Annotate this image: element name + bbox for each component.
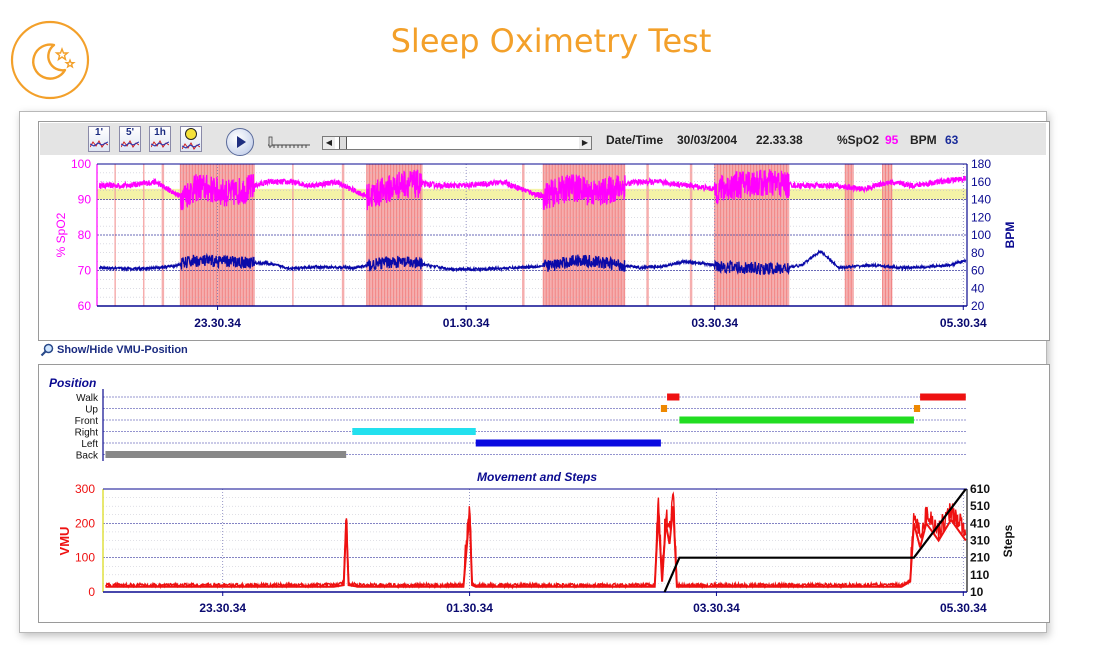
bpm-label: BPM: [910, 133, 937, 147]
scroll-left-icon[interactable]: ◀: [323, 137, 335, 149]
position-segment: [679, 416, 914, 424]
steps-axis-title: Steps: [1001, 524, 1015, 557]
movement-title: Movement and Steps: [477, 470, 597, 484]
toggle-vmu-position-link[interactable]: Show/Hide VMU-Position: [40, 343, 188, 357]
steps-tick-label: 110: [970, 568, 990, 582]
position-segment: [352, 428, 476, 435]
movement-x-tick-label: 05.30.34: [940, 601, 987, 615]
steps-tick-label: 610: [970, 482, 990, 496]
vmu-series-line: [105, 506, 967, 588]
position-segment: [105, 451, 347, 458]
x-tick-label: 23.30.34: [194, 316, 241, 330]
timeline-scrollbar[interactable]: ◀ ▶: [322, 136, 592, 150]
bpm-tick-label: 80: [971, 246, 985, 260]
bpm-series-line: [98, 249, 967, 276]
position-category-label: Walk: [76, 393, 99, 404]
position-category-label: Left: [81, 439, 98, 450]
position-segment: [660, 405, 668, 412]
vmu-axis-title: VMU: [57, 527, 72, 556]
oximetry-panel: 1' 5' 1h ◀ ▶ Date/Time 30/03/: [38, 121, 1050, 341]
magnifier-icon: [40, 343, 54, 357]
wave-icon: [121, 139, 139, 148]
position-category-label: Right: [75, 428, 99, 439]
wave-icon: [182, 141, 200, 150]
bpm-tick-label: 20: [971, 299, 985, 313]
playback-toolbar: 1' 5' 1h ◀ ▶ Date/Time 30/03/: [40, 123, 1046, 156]
wave-icon: [90, 139, 108, 148]
position-category-label: Front: [75, 416, 99, 427]
bpm-tick-label: 120: [971, 210, 991, 224]
time-value: 22.33.38: [756, 133, 803, 147]
bpm-tick-label: 140: [971, 193, 991, 207]
spo2-series-line: [98, 169, 967, 211]
steps-tick-label: 10: [970, 585, 984, 599]
position-category-label: Back: [76, 451, 99, 462]
vmu-tick-label: 0: [88, 585, 95, 599]
x-tick-label: 03.30.34: [691, 316, 738, 330]
steps-tick-label: 410: [970, 516, 990, 530]
speed-slider[interactable]: [266, 136, 312, 149]
wave-icon: [151, 139, 169, 148]
movement-x-tick-label: 01.30.34: [446, 601, 493, 615]
bpm-value: 63: [945, 133, 959, 147]
zoom-1min-button[interactable]: 1': [88, 126, 110, 152]
x-tick-label: 01.30.34: [443, 316, 490, 330]
vmu-panel: Position Walk Up Front Right Left Back Movement…: [38, 364, 1050, 623]
movement-x-tick-label: 03.30.34: [693, 601, 740, 615]
bpm-tick-label: 180: [971, 157, 991, 171]
oximetry-chart: 100 90 80 70 60 180 160 140 120 100 80 60 40 20 23.30.…: [54, 157, 1017, 330]
scroll-right-icon[interactable]: ▶: [579, 137, 591, 149]
scroll-thumb[interactable]: [339, 137, 347, 149]
zoom-5min-label: 5': [126, 127, 134, 138]
vmu-tick-label: 100: [75, 551, 95, 565]
spo2-tick-label: 90: [78, 193, 92, 207]
spo2-value: 95: [885, 133, 899, 147]
desaturation-band: [161, 164, 165, 306]
datetime-label: Date/Time: [606, 133, 664, 147]
zoom-5min-button[interactable]: 5': [119, 126, 141, 152]
steps-tick-label: 210: [970, 551, 990, 565]
position-segment: [667, 393, 680, 401]
position-category-label: Up: [85, 405, 98, 416]
bpm-tick-label: 160: [971, 175, 991, 189]
bpm-tick-label: 60: [971, 264, 985, 278]
spo2-label: %SpO2: [837, 133, 880, 147]
bpm-tick-label: 40: [971, 281, 985, 295]
spo2-tick-label: 60: [78, 299, 92, 313]
steps-tick-label: 310: [970, 534, 990, 548]
desaturation-band: [845, 164, 854, 306]
steps-series-line: [663, 488, 967, 593]
bpm-axis-title: BPM: [1003, 222, 1017, 249]
vmu-tick-label: 200: [75, 516, 95, 530]
zoom-1h-label: 1h: [154, 127, 166, 138]
toggle-vmu-position-label: Show/Hide VMU-Position: [57, 343, 188, 356]
moon-icon: [185, 128, 197, 140]
spo2-axis-title: % SpO2: [54, 212, 68, 257]
spo2-tick-label: 100: [71, 157, 91, 171]
position-title: Position: [49, 376, 96, 390]
play-button[interactable]: [226, 128, 254, 156]
zoom-1h-button[interactable]: 1h: [149, 126, 171, 152]
x-tick-label: 05.30.34: [940, 316, 987, 330]
vmu-tick-label: 300: [75, 482, 95, 496]
spo2-tick-label: 70: [78, 264, 92, 278]
steps-tick-label: 510: [970, 499, 990, 513]
date-value: 30/03/2004: [677, 133, 738, 147]
position-segment: [913, 405, 921, 412]
zoom-full-night-button[interactable]: [180, 126, 202, 152]
moon-stars-logo-icon: [10, 20, 90, 100]
page-title: Sleep Oximetry Test: [390, 22, 712, 60]
zoom-1min-label: 1': [95, 127, 103, 138]
position-segment: [475, 439, 661, 447]
movement-x-tick-label: 23.30.34: [199, 601, 246, 615]
position-segment: [920, 393, 966, 401]
spo2-tick-label: 80: [78, 228, 92, 242]
bpm-tick-label: 100: [971, 228, 991, 242]
